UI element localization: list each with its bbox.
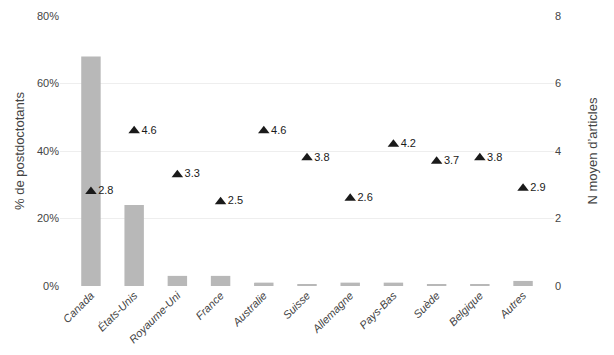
svg-text:6: 6 xyxy=(555,77,561,89)
svg-text:N moyen d’articles: N moyen d’articles xyxy=(585,97,600,204)
svg-text:8: 8 xyxy=(555,10,561,22)
svg-text:2.8: 2.8 xyxy=(98,184,113,196)
svg-text:20%: 20% xyxy=(37,212,59,224)
svg-text:4.2: 4.2 xyxy=(401,137,416,149)
svg-text:2.6: 2.6 xyxy=(357,191,372,203)
svg-text:Suisse: Suisse xyxy=(280,289,312,321)
svg-text:3.8: 3.8 xyxy=(314,151,329,163)
svg-text:3.7: 3.7 xyxy=(444,154,459,166)
svg-text:Autres: Autres xyxy=(497,289,529,321)
svg-text:Australie: Australie xyxy=(230,289,269,328)
svg-text:0: 0 xyxy=(555,280,561,292)
svg-text:Belgique: Belgique xyxy=(446,289,485,328)
svg-text:4.6: 4.6 xyxy=(271,124,286,136)
svg-text:Allemagne: Allemagne xyxy=(310,289,356,335)
svg-text:80%: 80% xyxy=(37,10,59,22)
svg-text:Suède: Suède xyxy=(411,289,442,320)
svg-text:Pays-Bas: Pays-Bas xyxy=(357,289,399,331)
svg-text:2.5: 2.5 xyxy=(228,194,243,206)
svg-text:2: 2 xyxy=(555,212,561,224)
svg-text:40%: 40% xyxy=(37,145,59,157)
svg-text:4.6: 4.6 xyxy=(141,124,156,136)
svg-text:% de postdoctotants: % de postdoctotants xyxy=(12,92,27,210)
svg-text:États-Unis: États-Unis xyxy=(95,289,140,334)
svg-text:60%: 60% xyxy=(37,77,59,89)
svg-text:3.3: 3.3 xyxy=(185,167,200,179)
svg-text:0%: 0% xyxy=(43,280,59,292)
svg-text:France: France xyxy=(193,289,226,322)
svg-text:Royaume-Uni: Royaume-Uni xyxy=(127,289,183,345)
svg-text:3.8: 3.8 xyxy=(487,151,502,163)
svg-text:Canada: Canada xyxy=(61,289,97,325)
svg-text:2.9: 2.9 xyxy=(530,181,545,193)
svg-text:4: 4 xyxy=(555,145,561,157)
